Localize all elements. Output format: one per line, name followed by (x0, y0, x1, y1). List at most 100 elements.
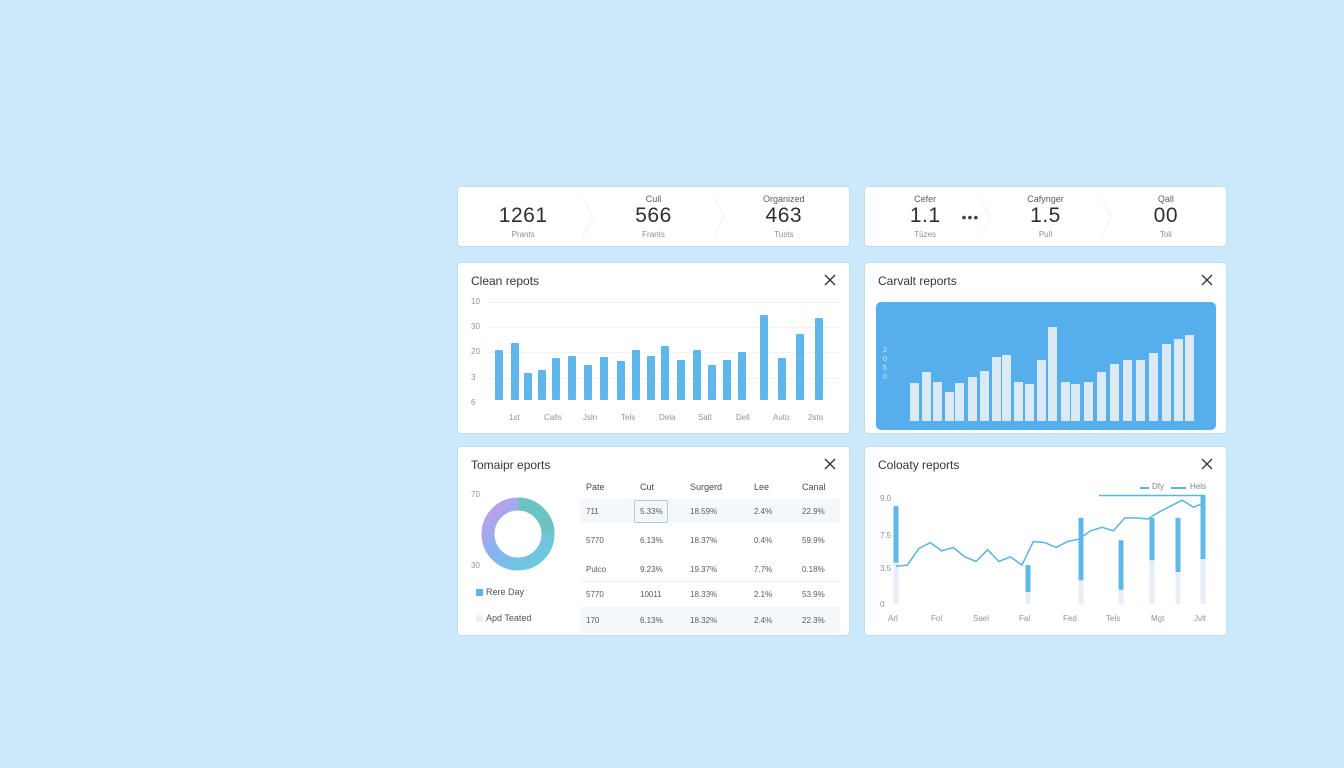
bar (647, 355, 655, 400)
bar (980, 370, 989, 421)
bar (661, 345, 669, 400)
donut-chart (481, 497, 555, 571)
chevron-right-icon (979, 196, 991, 238)
clean-reports-card: Clean repots 10 30 20 3 6 1st Calls Jsln Tels Del… (458, 263, 849, 433)
y-tick-label: 6 (471, 398, 476, 407)
x-tick-label: Mgt (1151, 614, 1165, 623)
x-tick-label: Calls (544, 413, 562, 422)
clean-bar-chart: 10 30 20 3 6 1st Calls Jsln Tels Dela Salt Dell Auto… (458, 263, 849, 433)
kpi-item[interactable]: Organized 463 Tusts (719, 187, 849, 246)
donut-label-top: 70 (471, 490, 480, 499)
coloaty-line-chart: 0 3.5 7.5 9.0 Arl Fol Sael Fal Fed Tels Mgt Jvlt (865, 447, 1226, 635)
table-cell: 0.18% (802, 564, 825, 574)
table-cell: 59.9% (802, 535, 825, 545)
bar (677, 359, 685, 400)
y-tick-label: 30 (471, 322, 480, 331)
y-tick-label: 2 (883, 347, 887, 354)
kpi-item[interactable]: Qall 00 Toli (1106, 187, 1226, 246)
close-icon[interactable] (1200, 457, 1214, 471)
y-tick-label: 5 (883, 365, 887, 372)
table-cell: 5770 (586, 535, 604, 545)
kpi-value: 463 (765, 204, 803, 227)
column-header: Cut (640, 482, 655, 492)
y-tick-label: 10 (471, 297, 480, 306)
bar (760, 315, 768, 400)
bar (1185, 335, 1194, 421)
legend-label: Rere Day (486, 587, 525, 597)
close-icon[interactable] (823, 273, 837, 287)
card-title: Tomaipr eports (471, 458, 551, 472)
bar (968, 376, 977, 421)
bar (1014, 382, 1023, 421)
legend-label: Hels (1190, 482, 1207, 491)
grid-line (488, 302, 840, 303)
bar (1136, 360, 1145, 421)
table-cell: 22.3% (802, 615, 825, 625)
x-tick-label: Salt (698, 413, 712, 422)
table-row[interactable]: 5770 6.13% 18.37% 0.4% 59.9% (580, 523, 840, 557)
legend-label: Dfy (1152, 482, 1164, 491)
kpi-item[interactable]: 1261 Prants (458, 187, 594, 246)
bar (552, 358, 560, 400)
table-cell: 7.7% (754, 564, 773, 574)
kpi-item[interactable]: Cefer 1.1 Tüzes ••• (865, 187, 991, 246)
kpi-value: 1.1 (909, 204, 941, 227)
kpi-item[interactable]: Cull 566 Frants (588, 187, 725, 246)
donut-label-bottom: 30 (471, 561, 480, 570)
bar (778, 358, 786, 400)
x-tick-label: Fed (1063, 614, 1077, 623)
x-tick-label: Arl (888, 614, 898, 623)
table-cell: 6.13% (640, 615, 663, 625)
table-cell: 9.23% (640, 564, 663, 574)
bar (568, 355, 576, 400)
chevron-right-icon (582, 196, 594, 238)
x-tick-label: Fol (931, 614, 943, 623)
kpi-label: Organized (763, 194, 805, 204)
table-cell: 2.4% (754, 615, 773, 625)
x-tick-label: 2sto (808, 413, 824, 422)
bar (1123, 360, 1132, 421)
chevron-right-icon (1100, 196, 1112, 238)
table-cell: 6.13% (640, 535, 663, 545)
kpi-item[interactable]: Cafynger 1.5 Pull (985, 187, 1112, 246)
table-row[interactable]: 170 6.13% 18.32% 2.4% 22.3% (580, 607, 840, 633)
y-tick-label: 0 (880, 600, 885, 609)
kpi-label: Cefer (914, 194, 937, 204)
tomaip-reports-card: Tomaipr eports 70 30 Rere Day Apd Teated… (458, 447, 849, 635)
table-row[interactable]: Pulco 9.23% 19.37% 7.7% 0.18% (580, 557, 840, 581)
y-tick-label: 3.5 (880, 564, 892, 573)
bar (796, 334, 804, 400)
line-chart-svg (893, 494, 1206, 604)
close-icon[interactable] (1200, 273, 1214, 287)
table-cell: 5770 (586, 590, 604, 599)
kpi-sublabel: Tusts (774, 230, 794, 239)
table-cell: 22.9% (802, 506, 825, 516)
close-icon[interactable] (823, 457, 837, 471)
bar (1174, 338, 1183, 421)
bar (1037, 360, 1046, 421)
bar (632, 349, 640, 400)
table-row[interactable]: 711 5.33% 18.59% 2.4% 22.9% (580, 499, 840, 523)
x-tick-label: Dell (736, 413, 750, 422)
chevron-right-icon (713, 196, 725, 238)
kpi-sublabel: Frants (642, 230, 665, 239)
kpi-label: Cafynger (1027, 194, 1064, 204)
bar (1002, 354, 1011, 421)
kpi-value: 1261 (498, 204, 548, 227)
table-row[interactable]: 5770 10011 18.33% 2.1% 53.9% (580, 581, 840, 607)
bar (1071, 383, 1080, 421)
reports-table: Pate Cut Surgerd Lee Canal 711 5.33% 18.59% 2.4%… (580, 475, 840, 633)
bar (1097, 372, 1106, 421)
column-header: Canal (802, 482, 826, 492)
more-icon[interactable]: ••• (961, 209, 980, 225)
kpi-value: 566 (635, 204, 672, 227)
x-tick-label: Tels (1106, 614, 1121, 623)
bar (1061, 382, 1070, 421)
bar (955, 383, 964, 421)
bar (1110, 363, 1119, 421)
bar (1025, 383, 1034, 421)
column-header: Surgerd (690, 482, 723, 492)
